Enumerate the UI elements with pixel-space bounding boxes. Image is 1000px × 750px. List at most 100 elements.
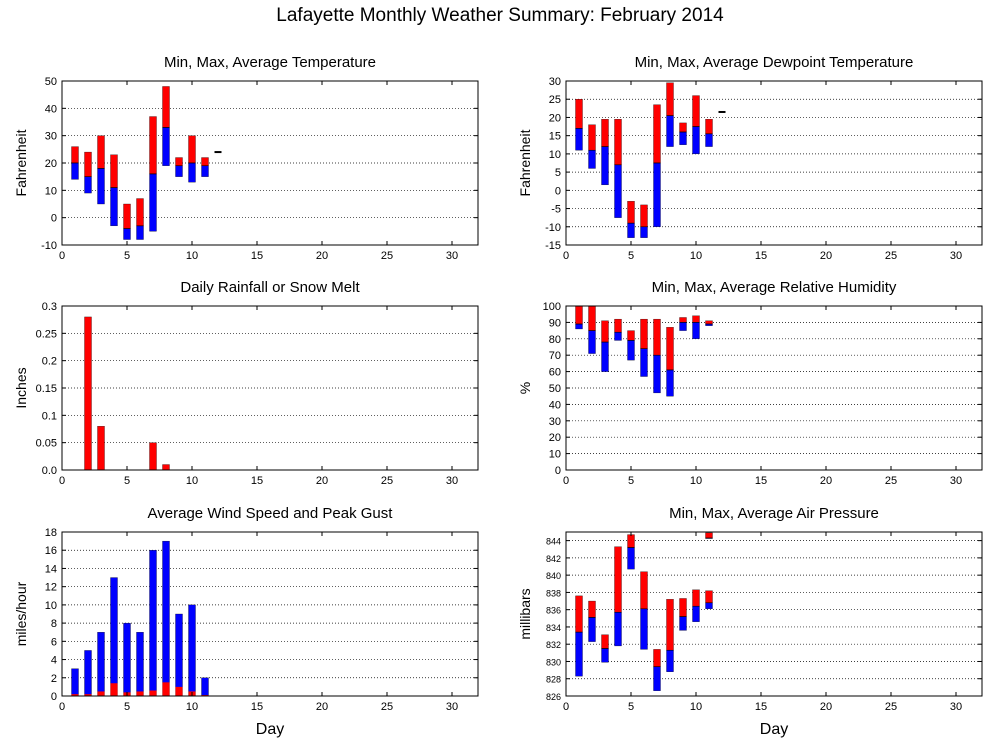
bar-avg-min bbox=[588, 617, 596, 642]
y-tick-label: 0.05 bbox=[36, 438, 57, 450]
y-tick-label: 0 bbox=[51, 213, 57, 225]
y-tick-label: 20 bbox=[549, 112, 561, 124]
x-tick-label: 5 bbox=[628, 250, 634, 262]
y-tick-label: 5 bbox=[555, 167, 561, 179]
bar-avg-min bbox=[627, 340, 635, 361]
bar-avg-min bbox=[188, 162, 196, 183]
bar-avg-min bbox=[627, 222, 635, 238]
bar-max-avg bbox=[705, 119, 713, 134]
y-tick-label: -15 bbox=[545, 240, 561, 252]
bar-max-avg bbox=[640, 204, 648, 227]
y-tick-label: 15 bbox=[549, 131, 561, 143]
chart-title: Min, Max, Average Relative Humidity bbox=[652, 279, 897, 296]
bar-avg-min bbox=[84, 176, 92, 194]
bar-max-avg bbox=[666, 599, 674, 651]
x-tick-label: 15 bbox=[755, 701, 767, 713]
y-tick-label: 6 bbox=[51, 636, 57, 648]
x-tick-label: 0 bbox=[59, 701, 65, 713]
bar-max-avg bbox=[188, 135, 196, 164]
bar-gust bbox=[175, 613, 183, 697]
y-tick-label: 100 bbox=[543, 301, 561, 313]
y-tick-label: 836 bbox=[546, 606, 561, 616]
bar-avg-wind bbox=[71, 694, 79, 696]
bar-avg-min bbox=[692, 126, 700, 155]
y-tick-label: 0.1 bbox=[42, 410, 57, 422]
chart-title: Daily Rainfall or Snow Melt bbox=[180, 279, 360, 296]
y-tick-label: 834 bbox=[546, 623, 561, 633]
y-tick-label: 4 bbox=[51, 655, 57, 667]
y-tick-label: -10 bbox=[41, 240, 57, 252]
bar-avg-min bbox=[627, 547, 635, 570]
bar-max-avg bbox=[679, 598, 687, 617]
y-tick-label: 50 bbox=[549, 383, 561, 395]
y-tick-label: 10 bbox=[549, 449, 561, 461]
bar-max-avg bbox=[679, 317, 687, 323]
y-tick-label: 0.0 bbox=[42, 465, 57, 477]
bar-max-avg bbox=[149, 116, 157, 175]
y-tick-label: 826 bbox=[546, 692, 561, 702]
chart-humidity: Min, Max, Average Relative Humidity 0 5 10 1… bbox=[517, 279, 983, 487]
y-tick-label: 90 bbox=[549, 317, 561, 329]
x-tick-label: 30 bbox=[950, 475, 962, 487]
y-tick-label: 8 bbox=[51, 618, 57, 630]
bar-gust bbox=[136, 632, 144, 697]
y-tick-label: 30 bbox=[45, 131, 57, 143]
bar-max-avg bbox=[97, 135, 105, 169]
bar-max-avg bbox=[666, 327, 674, 371]
bar-avg-min bbox=[601, 648, 609, 663]
bar-max-avg bbox=[162, 86, 170, 128]
y-tick-label: 844 bbox=[546, 537, 561, 547]
bar-avg-min bbox=[614, 612, 622, 647]
bar-avg-min bbox=[162, 127, 170, 166]
x-tick-label: 10 bbox=[690, 250, 702, 262]
bar-avg-min bbox=[175, 165, 183, 177]
x-tick-label: 0 bbox=[59, 475, 65, 487]
chart-rainfall: Daily Rainfall or Snow Melt 0 5 10 15 20 25 30 0… bbox=[13, 279, 479, 487]
bar-max-avg bbox=[588, 600, 596, 618]
bar-avg-min bbox=[601, 341, 609, 372]
plot-frame bbox=[61, 531, 479, 697]
bar-max-avg bbox=[601, 119, 609, 147]
bar-max-avg bbox=[692, 315, 700, 323]
bar-avg-wind bbox=[136, 691, 144, 696]
x-tick-label: 10 bbox=[186, 701, 198, 713]
y-tick-label: 2 bbox=[51, 673, 57, 685]
bar-max-avg bbox=[175, 157, 183, 166]
x-axis-label: Day bbox=[256, 721, 284, 738]
bar-avg-min bbox=[679, 131, 687, 145]
y-tick-label: 80 bbox=[549, 334, 561, 346]
x-tick-label: 10 bbox=[186, 475, 198, 487]
bar-gust bbox=[162, 540, 170, 697]
y-tick-label: 0.15 bbox=[36, 383, 57, 395]
plot-frame bbox=[565, 80, 983, 246]
x-tick-label: 15 bbox=[251, 701, 263, 713]
x-tick-label: 20 bbox=[316, 250, 328, 262]
x-tick-label: 25 bbox=[381, 475, 393, 487]
bar-gust bbox=[110, 577, 118, 697]
bar-avg-min bbox=[640, 226, 648, 238]
bar-avg-wind bbox=[97, 691, 105, 696]
bar-avg-min bbox=[588, 150, 596, 169]
x-tick-label: 20 bbox=[316, 701, 328, 713]
bar-avg-wind bbox=[110, 683, 118, 696]
bar-avg-min bbox=[653, 355, 661, 394]
bar-avg-min bbox=[575, 128, 583, 151]
y-tick-label: 838 bbox=[546, 588, 561, 598]
y-tick-label: 0.3 bbox=[42, 301, 57, 313]
bar-rain bbox=[84, 316, 92, 471]
x-tick-label: 5 bbox=[124, 701, 130, 713]
bar-avg-wind bbox=[84, 694, 92, 696]
bar-avg-min bbox=[679, 616, 687, 631]
x-tick-label: 15 bbox=[755, 475, 767, 487]
bar-max-avg bbox=[705, 320, 713, 325]
bar-gust bbox=[97, 632, 105, 697]
bar-avg-min bbox=[71, 162, 79, 180]
bar-avg-min bbox=[666, 650, 674, 672]
y-tick-label: 30 bbox=[549, 76, 561, 88]
y-tick-label: 840 bbox=[546, 571, 561, 581]
y-tick-label: 20 bbox=[549, 432, 561, 444]
bar-avg-min bbox=[614, 164, 622, 218]
x-tick-label: 25 bbox=[885, 475, 897, 487]
bar-avg-min bbox=[575, 631, 583, 677]
